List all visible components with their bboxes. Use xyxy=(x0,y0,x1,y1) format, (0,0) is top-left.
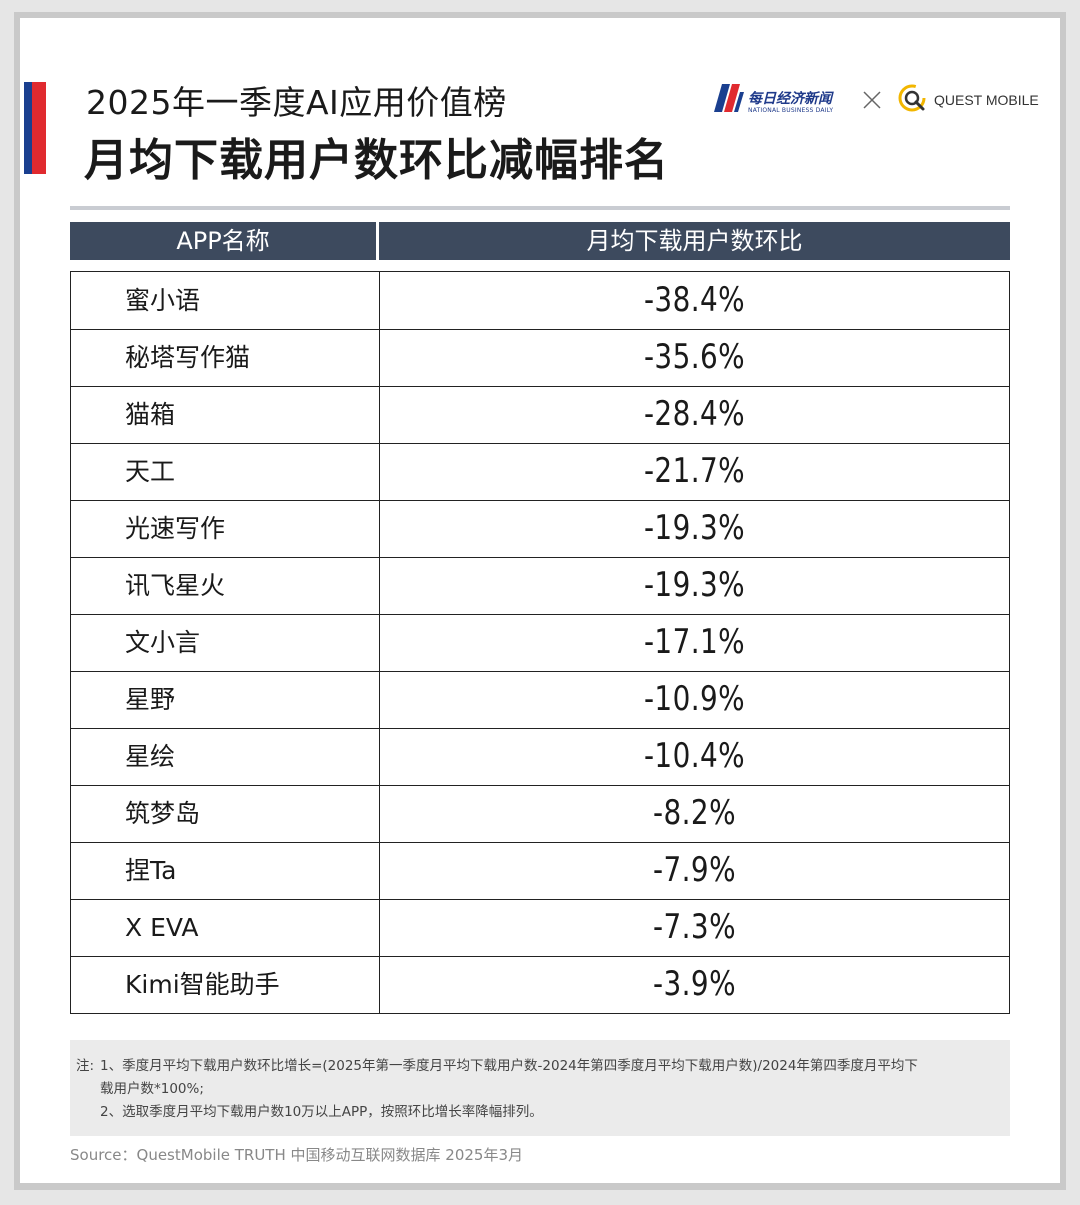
nbd-name-en: NATIONAL BUSINESS DAILY xyxy=(748,107,834,114)
source-text: Source：QuestMobile TRUTH 中国移动互联网数据库 2025… xyxy=(70,1146,523,1164)
column-header-change: 月均下载用户数环比 xyxy=(379,222,1010,260)
column-divider xyxy=(379,614,380,671)
accent-blue xyxy=(24,82,32,174)
column-divider xyxy=(379,557,380,614)
notes-line-3: 2、选取季度月平均下载用户数10万以上APP，按照环比增长率降幅排列。 xyxy=(100,1104,543,1120)
table-row: X EVA -7.3% xyxy=(71,899,1009,957)
partner-logos: 每日经济新闻 NATIONAL BUSINESS DAILY QUEST MOB… xyxy=(710,80,1039,122)
column-divider xyxy=(379,785,380,842)
change-value-cell: -10.4% xyxy=(643,736,746,776)
app-name-cell: 秘塔写作猫 xyxy=(125,343,251,372)
table-row: 天工 -21.7% xyxy=(71,443,1009,501)
title-accent-bar xyxy=(24,82,46,174)
column-divider xyxy=(379,329,380,386)
title-line-2: 月均下载用户数环比减幅排名 xyxy=(84,135,669,186)
app-name-cell: 捏Ta xyxy=(125,856,177,885)
change-value-cell: -19.3% xyxy=(643,508,746,548)
title-line-1: 2025年一季度AI应用价值榜 xyxy=(86,83,507,122)
questmobile-name: QUEST MOBILE xyxy=(934,92,1039,108)
table-row: 讯飞星火 -19.3% xyxy=(71,557,1009,615)
header-rule xyxy=(70,206,1010,210)
app-name-cell: Kimi智能助手 xyxy=(125,970,280,999)
app-name-cell: 文小言 xyxy=(125,628,201,657)
column-divider xyxy=(379,671,380,728)
app-name-cell: 星绘 xyxy=(125,742,176,771)
change-value-cell: -7.3% xyxy=(653,907,736,947)
table-row: 星野 -10.9% xyxy=(71,671,1009,729)
table-row: Kimi智能助手 -3.9% xyxy=(71,956,1009,1013)
change-value-cell: -7.9% xyxy=(653,850,736,890)
column-header-app: APP名称 xyxy=(70,222,376,260)
ranking-card: 2025年一季度AI应用价值榜 月均下载用户数环比减幅排名 每日经济新闻 NAT… xyxy=(20,18,1060,1183)
table-row: 光速写作 -19.3% xyxy=(71,500,1009,558)
questmobile-logo-icon xyxy=(898,84,926,112)
app-name-cell: 蜜小语 xyxy=(125,286,201,315)
accent-red xyxy=(32,82,46,174)
change-value-cell: -35.6% xyxy=(643,337,746,377)
change-value-cell: -8.2% xyxy=(653,793,736,833)
column-divider xyxy=(379,956,380,1013)
table-row: 蜜小语 -38.4% xyxy=(71,272,1009,330)
change-value-cell: -28.4% xyxy=(643,394,746,434)
column-divider xyxy=(379,272,380,329)
change-value-cell: -38.4% xyxy=(643,280,746,320)
app-name-cell: 筑梦岛 xyxy=(125,799,201,828)
notes-line-1: 1、季度月平均下载用户数环比增长=(2025年第一季度月平均下载用户数-2024… xyxy=(100,1058,918,1074)
change-value-cell: -17.1% xyxy=(643,622,746,662)
table-header: APP名称 月均下载用户数环比 xyxy=(70,222,1010,260)
app-name-cell: 猫箱 xyxy=(125,400,176,429)
column-divider xyxy=(379,500,380,557)
ranking-table: 蜜小语 -38.4% 秘塔写作猫 -35.6% 猫箱 -28.4% 天工 -21.7% 光速写作… xyxy=(70,271,1010,1014)
table-row: 文小言 -17.1% xyxy=(71,614,1009,672)
x-icon xyxy=(863,91,881,109)
table-row: 秘塔写作猫 -35.6% xyxy=(71,329,1009,387)
change-value-cell: -21.7% xyxy=(643,451,746,491)
notes-prefix: 注: xyxy=(76,1058,95,1074)
change-value-cell: -10.9% xyxy=(643,679,746,719)
column-divider xyxy=(379,386,380,443)
table-row: 捏Ta -7.9% xyxy=(71,842,1009,900)
notes-line-2: 载用户数*100%; xyxy=(100,1081,204,1097)
app-name-cell: X EVA xyxy=(125,913,199,942)
column-divider xyxy=(379,899,380,956)
nbd-name-cn: 每日经济新闻 xyxy=(748,91,832,107)
app-name-cell: 光速写作 xyxy=(125,514,226,543)
column-divider xyxy=(379,842,380,899)
nbd-logo-icon xyxy=(714,84,744,112)
table-row: 筑梦岛 -8.2% xyxy=(71,785,1009,843)
app-name-cell: 星野 xyxy=(125,685,176,714)
change-value-cell: -3.9% xyxy=(653,964,736,1004)
column-divider xyxy=(379,443,380,500)
table-row: 星绘 -10.4% xyxy=(71,728,1009,786)
app-name-cell: 讯飞星火 xyxy=(125,571,226,600)
notes-box: 注: 1、季度月平均下载用户数环比增长=(2025年第一季度月平均下载用户数-2… xyxy=(70,1040,1010,1136)
table-row: 猫箱 -28.4% xyxy=(71,386,1009,444)
app-name-cell: 天工 xyxy=(125,457,176,486)
change-value-cell: -19.3% xyxy=(643,565,746,605)
column-divider xyxy=(379,728,380,785)
